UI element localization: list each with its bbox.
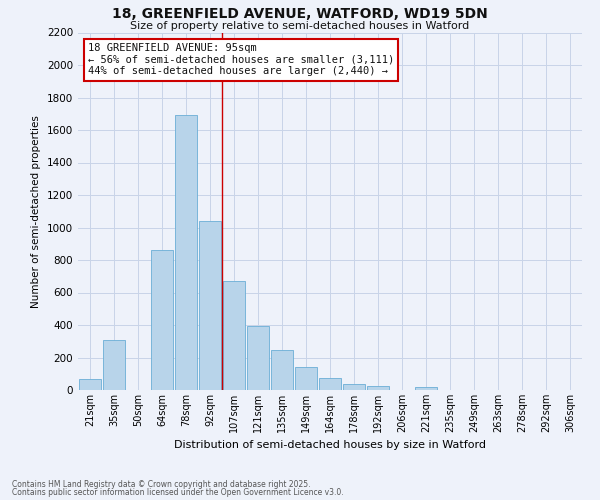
Bar [343,384,365,390]
Bar [367,386,389,390]
X-axis label: Distribution of semi-detached houses by size in Watford: Distribution of semi-detached houses by … [174,440,486,450]
Text: 18, GREENFIELD AVENUE, WATFORD, WD19 5DN: 18, GREENFIELD AVENUE, WATFORD, WD19 5DN [112,8,488,22]
Bar [319,378,341,390]
Text: Contains HM Land Registry data © Crown copyright and database right 2025.: Contains HM Land Registry data © Crown c… [12,480,311,489]
Bar [295,367,317,390]
Y-axis label: Number of semi-detached properties: Number of semi-detached properties [31,115,41,308]
Bar [199,221,221,390]
Bar [151,250,173,390]
Text: Size of property relative to semi-detached houses in Watford: Size of property relative to semi-detach… [130,21,470,31]
Text: 18 GREENFIELD AVENUE: 95sqm
← 56% of semi-detached houses are smaller (3,111)
44: 18 GREENFIELD AVENUE: 95sqm ← 56% of sem… [88,43,394,76]
Bar [103,340,125,390]
Text: Contains public sector information licensed under the Open Government Licence v3: Contains public sector information licen… [12,488,344,497]
Bar [415,387,437,390]
Bar [271,350,293,390]
Bar [247,326,269,390]
Bar [175,116,197,390]
Bar [79,378,101,390]
Bar [223,281,245,390]
